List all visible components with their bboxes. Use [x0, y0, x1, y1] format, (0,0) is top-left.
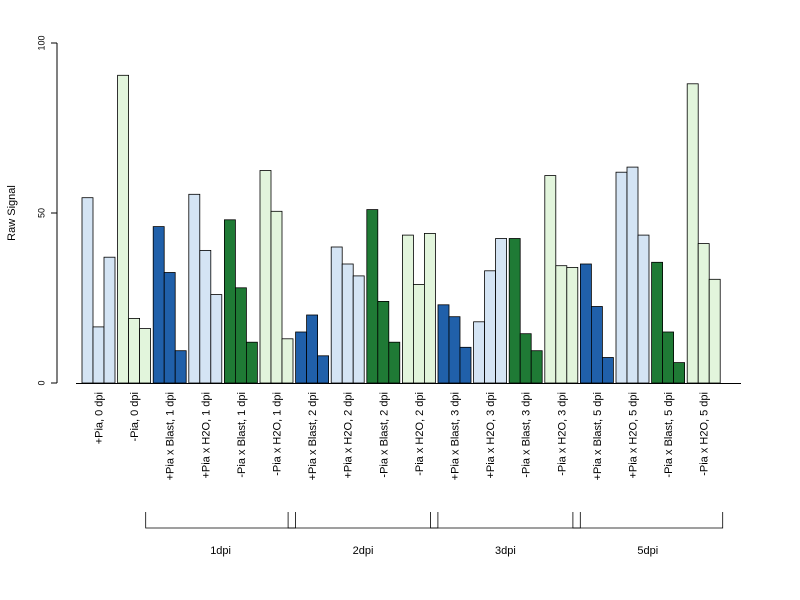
category-label: +Pia x H2O, 1 dpi	[200, 392, 212, 479]
bar	[270, 210, 283, 384]
category-label: -Pia x Blast, 3 dpi	[521, 392, 533, 478]
y-axis-label: Raw Signal	[6, 185, 18, 241]
bar	[199, 249, 212, 384]
bar	[259, 170, 272, 384]
bar	[163, 272, 176, 384]
bar	[81, 197, 94, 384]
category-label: -Pia x H2O, 2 dpi	[414, 392, 426, 476]
bar	[377, 300, 390, 384]
bar	[448, 316, 461, 384]
bar	[602, 357, 614, 384]
group-label: 2dpi	[353, 545, 374, 557]
y-ticks: 0 50 100	[36, 35, 57, 386]
bar	[341, 263, 354, 384]
bar	[295, 331, 308, 384]
bar	[626, 166, 639, 384]
bar	[697, 243, 710, 384]
bar	[544, 175, 557, 384]
bar	[188, 193, 201, 384]
bars-layer	[81, 74, 721, 384]
category-label: +Pia x H2O, 3 dpi	[485, 392, 497, 479]
bar	[174, 350, 187, 384]
bar	[423, 232, 436, 384]
bar	[330, 246, 343, 384]
bar	[591, 306, 603, 384]
bar	[519, 333, 532, 384]
category-label: +Pia x Blast, 3 dpi	[450, 392, 462, 480]
category-label: -Pia x H2O, 1 dpi	[272, 392, 284, 476]
bar	[555, 265, 568, 384]
bar	[412, 283, 425, 384]
bar	[459, 346, 472, 384]
bar	[281, 338, 294, 384]
category-label: +Pia x H2O, 5 dpi	[628, 392, 640, 479]
bar	[708, 278, 721, 384]
bar	[686, 83, 699, 384]
bar	[210, 294, 223, 384]
bar	[366, 209, 379, 384]
category-label: -Pia x Blast, 5 dpi	[663, 392, 675, 478]
category-label: +Pia, 0 dpi	[94, 392, 106, 444]
bar	[92, 326, 105, 384]
category-label: +Pia x Blast, 5 dpi	[592, 392, 604, 480]
category-label: +Pia x Blast, 1 dpi	[165, 392, 177, 480]
group-label: 5dpi	[637, 545, 658, 557]
bar	[484, 270, 497, 384]
bar	[637, 234, 650, 384]
category-label: -Pia x Blast, 2 dpi	[378, 392, 390, 478]
group-bracket	[145, 512, 296, 529]
y-tick-label: 100	[36, 35, 46, 50]
bar	[245, 341, 258, 384]
bar	[566, 266, 579, 384]
group-brackets: 1dpi 2dpi 3dpi 5dpi	[145, 512, 724, 557]
group-bracket	[430, 512, 581, 529]
category-label: -Pia x Blast, 1 dpi	[236, 392, 248, 478]
bar	[673, 362, 685, 384]
group-bracket	[572, 512, 724, 529]
group-bracket	[287, 512, 439, 529]
category-label: -Pia x H2O, 3 dpi	[556, 392, 568, 476]
category-label: -Pia, 0 dpi	[129, 392, 141, 442]
category-label: +Pia x Blast, 2 dpi	[307, 392, 319, 480]
bar	[495, 238, 508, 384]
bar	[530, 350, 543, 384]
bar	[352, 275, 365, 384]
bar	[401, 234, 414, 384]
bar	[473, 321, 486, 384]
bar	[317, 355, 330, 384]
bar	[103, 256, 116, 384]
bar	[615, 171, 628, 384]
bar	[508, 238, 521, 384]
bar	[580, 263, 592, 384]
bar	[651, 261, 663, 384]
bar	[152, 226, 165, 384]
category-label: +Pia x H2O, 2 dpi	[343, 392, 355, 479]
category-label: -Pia x H2O, 5 dpi	[699, 392, 711, 476]
bar	[117, 74, 129, 384]
bar	[128, 317, 141, 384]
bar	[306, 314, 319, 384]
category-labels: +Pia, 0 dpi -Pia, 0 dpi +Pia x Blast, 1 dp…	[94, 392, 711, 480]
bar	[139, 328, 152, 384]
bar	[223, 219, 236, 384]
group-label: 3dpi	[495, 545, 516, 557]
bar	[662, 331, 674, 384]
bar	[234, 287, 247, 384]
bar	[388, 341, 401, 384]
y-tick-label: 0	[36, 380, 46, 385]
bar	[437, 304, 450, 384]
group-label: 1dpi	[210, 545, 231, 557]
y-tick-label: 50	[36, 208, 46, 218]
